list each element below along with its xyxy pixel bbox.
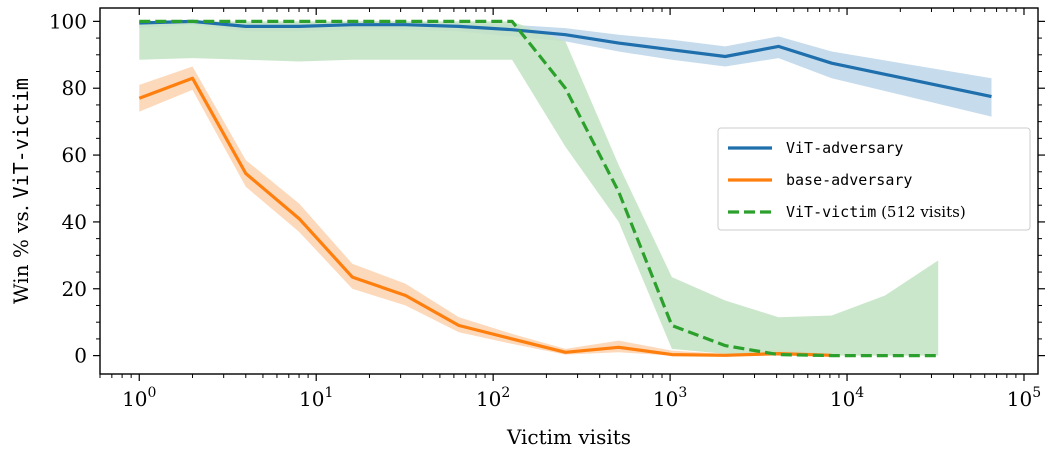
x-axis-ticks: 100 101 102 103 104 105 bbox=[99, 8, 1041, 411]
legend-items: ViT-adversary base-adversary ViT-victim (5… bbox=[728, 139, 966, 221]
y-tick-label-2: 40 bbox=[62, 210, 87, 234]
series-line-1 bbox=[138, 76, 832, 357]
y-tick-label-3: 60 bbox=[62, 143, 87, 167]
x-axis-label: Victim visits bbox=[506, 425, 631, 449]
legend-box bbox=[717, 127, 1031, 231]
y-axis-label-prefix: Win % vs. bbox=[9, 198, 33, 303]
legend: ViT-adversary base-adversary ViT-victim (5… bbox=[717, 127, 1031, 231]
x-tick-label-5: 105 bbox=[1007, 385, 1041, 411]
y-axis-ticks: 0 20 40 60 80 100 bbox=[49, 9, 1045, 368]
band-1 bbox=[139, 66, 832, 356]
x-tick-label-3: 103 bbox=[653, 385, 687, 411]
x-tick-label-2: 102 bbox=[476, 385, 510, 411]
legend-label-2: ViT-victim (512 visits) bbox=[786, 203, 966, 221]
band-2 bbox=[139, 21, 939, 356]
legend-label-0: ViT-adversary bbox=[786, 139, 903, 157]
legend-label-1: base-adversary bbox=[786, 171, 912, 189]
x-tick-label-0: 100 bbox=[122, 385, 156, 411]
y-tick-label-1: 20 bbox=[62, 277, 87, 301]
x-tick-label-1: 101 bbox=[299, 385, 333, 411]
y-tick-label-0: 0 bbox=[74, 344, 87, 368]
y-axis-label: Win % vs. ViT-victim bbox=[9, 78, 33, 304]
y-tick-label-5: 100 bbox=[49, 9, 87, 33]
series-lines bbox=[138, 19, 992, 358]
x-tick-label-4: 104 bbox=[830, 385, 864, 411]
y-tick-label-4: 80 bbox=[62, 76, 87, 100]
series-line-2 bbox=[139, 19, 939, 358]
y-axis-label-model: ViT-victim bbox=[9, 78, 33, 198]
plot-frame bbox=[99, 7, 1039, 375]
